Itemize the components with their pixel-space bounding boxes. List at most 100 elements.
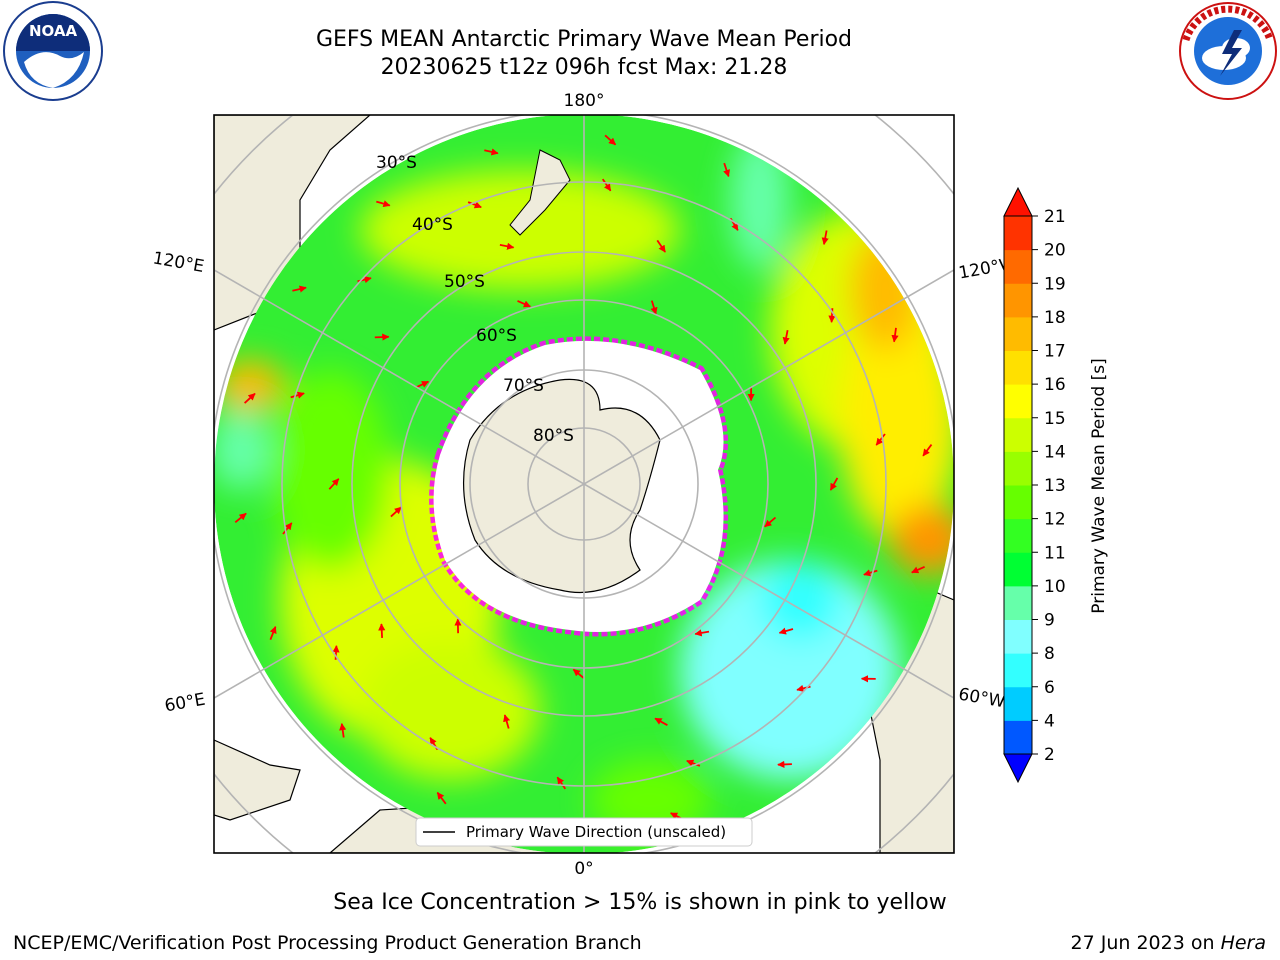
footer-right: 27 Jun 2023 on Hera <box>1071 932 1266 954</box>
sea-ice-caption: Sea Ice Concentration > 15% is shown in … <box>333 890 947 915</box>
colorbar-segment <box>1004 720 1032 755</box>
colorbar-segment <box>1004 384 1032 419</box>
wave-direction-arrow <box>374 333 390 341</box>
wave-direction-arrow <box>686 759 701 767</box>
lat-label-80s: 80°S <box>533 426 574 446</box>
wave-direction-arrow <box>891 327 899 343</box>
colorbar-tick-label: 12 <box>1044 510 1066 530</box>
colorbar-segment <box>1004 686 1032 721</box>
lat-label-60s: 60°S <box>476 326 517 346</box>
wave-direction-arrow <box>499 242 515 250</box>
wave-direction-arrow <box>292 285 307 293</box>
graticule <box>214 115 954 853</box>
colorbar-tick-label: 19 <box>1044 274 1066 294</box>
colorbar-segment <box>1004 552 1032 587</box>
colorbar-tick-label: 4 <box>1044 711 1055 731</box>
colorbar-tick-label: 15 <box>1044 409 1066 429</box>
wave-direction-arrow <box>415 380 430 389</box>
wave-direction-arrow <box>467 201 482 209</box>
colorbar-tick-label: 14 <box>1044 442 1066 462</box>
wave-direction-arrow <box>778 627 794 635</box>
colorbar-segment <box>1004 585 1032 620</box>
colorbar-segment <box>1004 316 1032 351</box>
colorbar-tick-label: 18 <box>1044 308 1066 328</box>
antarctica-land <box>462 378 661 594</box>
wave-direction-arrow <box>436 792 447 805</box>
wave-direction-arrow <box>243 392 256 404</box>
wave-direction-arrow <box>777 760 792 769</box>
wave-direction-arrow <box>604 134 617 146</box>
colorbar-segment <box>1004 653 1032 688</box>
colorbar-tick-label: 8 <box>1044 644 1055 664</box>
wave-direction-arrows <box>234 134 933 835</box>
footer-host: Hera <box>1220 932 1266 954</box>
wave-direction-arrow <box>517 300 531 308</box>
footer-left: NCEP/EMC/Verification Post Processing Pr… <box>13 932 642 954</box>
footer-date: 27 Jun 2023 on <box>1070 932 1221 954</box>
wave-direction-arrow <box>875 433 886 446</box>
colorbar-tick-label: 2 <box>1044 745 1055 765</box>
lon-label-0: 0° <box>574 859 593 879</box>
wave-direction-arrow <box>572 668 585 680</box>
lon-label-180: 180° <box>564 91 605 111</box>
colorbar-segment <box>1004 451 1032 486</box>
wave-direction-arrow <box>339 722 347 738</box>
wave-direction-arrow <box>282 522 293 535</box>
wave-direction-arrow <box>654 717 668 726</box>
legend-label: Primary Wave Direction (unscaled) <box>466 823 726 841</box>
colorbar-segment <box>1004 417 1032 452</box>
colorbar-tick-label: 16 <box>1044 375 1066 395</box>
colorbar-tick-label: 20 <box>1044 241 1066 261</box>
colorbar: 2 4 6 8 9 10 11 12 13 14 15 16 17 18 19 20 21 <box>1003 186 1066 784</box>
wave-direction-arrow <box>601 178 612 192</box>
wave-direction-arrow <box>863 569 878 577</box>
colorbar-extend-low <box>1003 753 1033 784</box>
australia-land <box>214 115 371 331</box>
wave-direction-arrow <box>376 200 391 208</box>
wave-direction-arrow <box>290 391 305 399</box>
lat-label-50s: 50°S <box>444 272 485 292</box>
wave-direction-arrow <box>911 565 925 574</box>
map-legend <box>415 817 753 847</box>
wave-direction-arrow <box>764 516 777 528</box>
new-zealand-land <box>509 149 571 236</box>
colorbar-segment <box>1004 619 1032 654</box>
lon-label-120e: 120°E <box>151 248 205 277</box>
lat-label-30s: 30°S <box>376 153 417 173</box>
colorbar-label: Primary Wave Mean Period [s] <box>1089 358 1109 613</box>
lon-label-60e: 60°E <box>163 690 207 717</box>
colorbar-tick-label: 21 <box>1044 207 1066 227</box>
wave-direction-arrow <box>503 714 511 729</box>
wave-direction-arrow <box>656 239 666 253</box>
colorbar-segment <box>1004 485 1032 520</box>
colorbar-extend-high <box>1003 186 1033 217</box>
noaa-logo: NOAA <box>3 1 103 101</box>
chart-title: GEFS MEAN Antarctic Primary Wave Mean Pe… <box>315 27 853 52</box>
nws-logo <box>1179 2 1277 100</box>
wave-direction-arrow <box>723 162 730 178</box>
colorbar-segment <box>1004 249 1032 284</box>
wave-direction-arrow <box>650 300 658 315</box>
wave-direction-arrow <box>378 623 386 638</box>
colorbar-tick-label: 6 <box>1044 678 1055 698</box>
wave-direction-arrow <box>332 645 340 660</box>
wave-direction-arrow <box>234 512 247 523</box>
chart-subtitle: 20230625 t12z 096h fcst Max: 21.28 <box>380 55 788 80</box>
colorbar-segment <box>1004 518 1032 553</box>
colorbar-tick-label: 9 <box>1044 611 1055 631</box>
wave-direction-arrow <box>484 148 499 156</box>
colorbar-segment <box>1004 283 1032 318</box>
wave-direction-arrow <box>922 444 933 457</box>
wave-direction-arrow <box>269 626 277 641</box>
wave-direction-arrow <box>556 776 567 790</box>
lon-label-60w: 60°W <box>957 684 1007 712</box>
map-frame <box>213 114 955 854</box>
wave-direction-arrow <box>390 506 402 518</box>
wave-direction-arrow <box>694 629 710 637</box>
colorbar-tick-label: 10 <box>1044 577 1066 597</box>
wave-direction-arrow <box>828 308 836 323</box>
wave-direction-arrow <box>821 230 829 246</box>
wave-direction-arrow <box>328 478 340 490</box>
colorbar-tick-label: 11 <box>1044 543 1066 563</box>
